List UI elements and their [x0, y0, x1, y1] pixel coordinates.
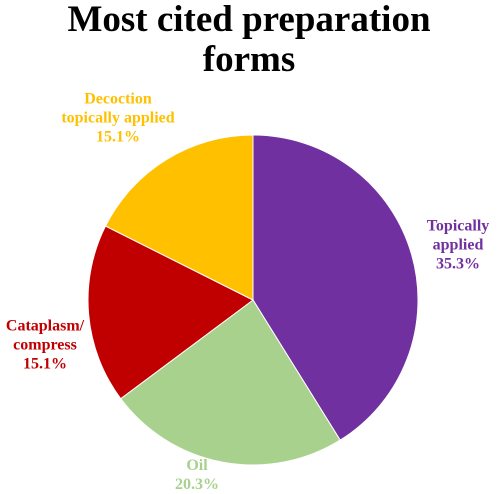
slice-label: Topically applied 35.3%: [427, 217, 490, 274]
slice-label: Decoction topically applied 15.1%: [61, 90, 174, 147]
value-label: 35.3%: [435, 255, 480, 273]
value-label: 15.1%: [22, 355, 67, 373]
slice-label: Cataplasm/ compress 15.1%: [6, 317, 84, 374]
pie-slice: [87, 225, 254, 400]
pie-slice: [252, 134, 419, 441]
value-label: 15.1%: [95, 128, 140, 146]
category-label: Oil: [186, 457, 208, 474]
category-label: Topically applied: [426, 217, 490, 254]
slice-label: Oil 20.3%: [175, 456, 219, 494]
category-label: Cataplasm/ compress: [5, 317, 85, 354]
chart-title: Most cited preparation forms: [67, 0, 431, 80]
value-label: 20.3%: [175, 476, 219, 493]
category-label: Decoction topically applied: [61, 90, 175, 127]
pie-slice: [104, 134, 254, 301]
pie-slice: [120, 299, 341, 466]
